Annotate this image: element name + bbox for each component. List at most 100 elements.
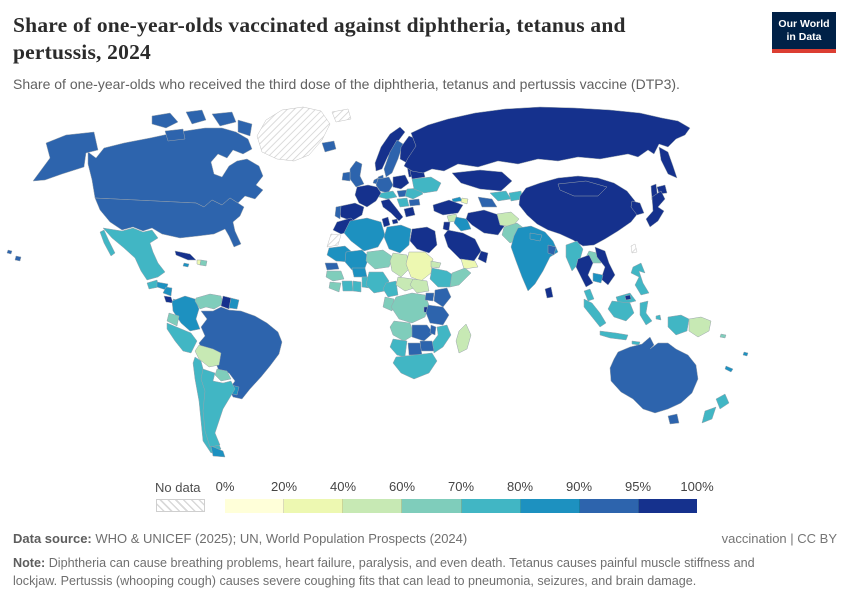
country-serbia-balkans[interactable] bbox=[396, 197, 410, 208]
country-azerbaijan[interactable] bbox=[460, 197, 469, 205]
country-uganda[interactable] bbox=[424, 292, 435, 302]
legend-bin-0-20%[interactable] bbox=[225, 499, 285, 513]
data-source-text[interactable]: WHO & UNICEF (2025); UN, World Populatio… bbox=[95, 531, 468, 546]
country-new-caledonia[interactable] bbox=[724, 365, 734, 373]
country-sicily[interactable] bbox=[391, 218, 399, 225]
country-jordan-israel[interactable] bbox=[442, 221, 451, 232]
country-suriname[interactable] bbox=[228, 297, 240, 310]
country-iceland[interactable] bbox=[321, 140, 337, 153]
country-uzbekistan[interactable] bbox=[489, 190, 512, 202]
country-japan[interactable] bbox=[645, 190, 666, 228]
legend-bin-60-70%[interactable] bbox=[402, 499, 462, 513]
country-mongolia[interactable] bbox=[557, 180, 608, 197]
legend-bin-90-95%[interactable] bbox=[579, 499, 639, 513]
country-korea[interactable] bbox=[630, 200, 645, 216]
country-portugal[interactable] bbox=[334, 205, 342, 220]
country-bolivia[interactable] bbox=[194, 344, 222, 368]
legend-no-data-swatch[interactable] bbox=[156, 499, 205, 512]
country-malawi[interactable] bbox=[429, 324, 437, 336]
country-south-sudan[interactable] bbox=[409, 278, 430, 294]
country-costa-rica[interactable] bbox=[163, 295, 174, 304]
country-cambodia[interactable] bbox=[592, 272, 604, 284]
country-java[interactable] bbox=[599, 330, 629, 341]
legend-bin-95-100%[interactable] bbox=[638, 499, 697, 513]
country-ivory-coast[interactable] bbox=[341, 280, 354, 292]
country-chile-south[interactable] bbox=[210, 445, 226, 458]
country-ireland[interactable] bbox=[341, 171, 351, 182]
country-senegal[interactable] bbox=[324, 262, 340, 271]
country-jamaica[interactable] bbox=[182, 262, 190, 268]
country-france[interactable] bbox=[354, 184, 382, 208]
owid-logo[interactable]: Our World in Data bbox=[772, 12, 836, 53]
country-arctic-islands[interactable] bbox=[237, 119, 253, 137]
country-madagascar[interactable] bbox=[455, 323, 472, 354]
country-saudi-arabia[interactable] bbox=[443, 229, 482, 262]
country-nepal[interactable] bbox=[529, 232, 543, 242]
country-greece[interactable] bbox=[403, 206, 416, 218]
country-guyana[interactable] bbox=[220, 295, 232, 310]
country-kamchatka[interactable] bbox=[658, 146, 678, 179]
country-philippines[interactable] bbox=[630, 262, 650, 296]
country-burkina-faso[interactable] bbox=[351, 267, 368, 278]
legend-bin-20-40%[interactable] bbox=[284, 499, 344, 513]
country-chad[interactable] bbox=[389, 252, 410, 278]
country-czech-austria[interactable] bbox=[378, 190, 398, 200]
legend-bin-80-90%[interactable] bbox=[520, 499, 580, 513]
country-hawaii[interactable] bbox=[6, 249, 13, 255]
country-brunei[interactable] bbox=[624, 294, 632, 301]
country-dr-congo[interactable] bbox=[390, 292, 430, 324]
country-mexico[interactable] bbox=[102, 227, 166, 281]
country-sierra-leone-liberia[interactable] bbox=[328, 281, 342, 293]
country-ukraine[interactable] bbox=[411, 176, 442, 194]
country-australia[interactable] bbox=[609, 336, 699, 414]
country-fiji[interactable] bbox=[742, 351, 749, 357]
country-western-sahara[interactable] bbox=[326, 233, 342, 248]
country-new-zealand-south[interactable] bbox=[701, 406, 717, 424]
country-india[interactable] bbox=[510, 225, 559, 292]
country-sudan[interactable] bbox=[405, 251, 434, 282]
country-namibia[interactable] bbox=[389, 338, 408, 358]
country-cuba[interactable] bbox=[174, 250, 197, 261]
country-iran[interactable] bbox=[465, 209, 506, 236]
country-alaska[interactable] bbox=[32, 131, 99, 182]
country-algeria[interactable] bbox=[343, 217, 386, 252]
country-greenland[interactable] bbox=[256, 106, 331, 162]
country-new-zealand-north[interactable] bbox=[715, 393, 730, 410]
country-venezuela[interactable] bbox=[194, 293, 224, 310]
country-taiwan[interactable] bbox=[630, 243, 638, 254]
country-egypt[interactable] bbox=[409, 226, 438, 254]
country-angola[interactable] bbox=[389, 320, 415, 342]
license-link[interactable]: vaccination | CC BY bbox=[721, 531, 837, 546]
country-china[interactable] bbox=[518, 175, 640, 247]
country-guinea[interactable] bbox=[325, 270, 345, 282]
country-lesser-sunda[interactable] bbox=[631, 340, 641, 346]
country-iraq[interactable] bbox=[453, 216, 472, 232]
country-arctic-islands[interactable] bbox=[151, 112, 179, 129]
country-peru[interactable] bbox=[166, 322, 198, 354]
country-zimbabwe[interactable] bbox=[419, 340, 435, 352]
country-cameroon[interactable] bbox=[382, 280, 399, 298]
country-kazakhstan[interactable] bbox=[451, 169, 513, 192]
country-bulgaria[interactable] bbox=[408, 198, 421, 207]
country-nicaragua[interactable] bbox=[162, 286, 173, 297]
country-eritrea[interactable] bbox=[430, 260, 442, 269]
country-papua-new-guinea[interactable] bbox=[688, 316, 712, 338]
country-thailand[interactable] bbox=[575, 254, 594, 288]
country-italy[interactable] bbox=[380, 198, 404, 222]
country-sri-lanka[interactable] bbox=[544, 286, 554, 299]
country-svalbard[interactable] bbox=[331, 108, 352, 123]
country-argentina[interactable] bbox=[200, 368, 236, 448]
country-afghanistan[interactable] bbox=[496, 211, 520, 228]
legend-bin-70-80%[interactable] bbox=[461, 499, 521, 513]
country-ecuador[interactable] bbox=[166, 312, 180, 327]
country-tunisia[interactable] bbox=[381, 216, 391, 228]
country-solomon-islands[interactable] bbox=[719, 333, 727, 339]
country-yemen[interactable] bbox=[460, 258, 479, 270]
country-mozambique[interactable] bbox=[431, 324, 452, 354]
country-dominican-republic[interactable] bbox=[199, 259, 208, 267]
country-united-kingdom[interactable] bbox=[349, 160, 365, 188]
country-poland[interactable] bbox=[392, 174, 410, 190]
country-borneo-indonesia[interactable] bbox=[607, 300, 635, 322]
country-sumatra[interactable] bbox=[583, 298, 607, 328]
country-tanzania[interactable] bbox=[425, 304, 450, 326]
